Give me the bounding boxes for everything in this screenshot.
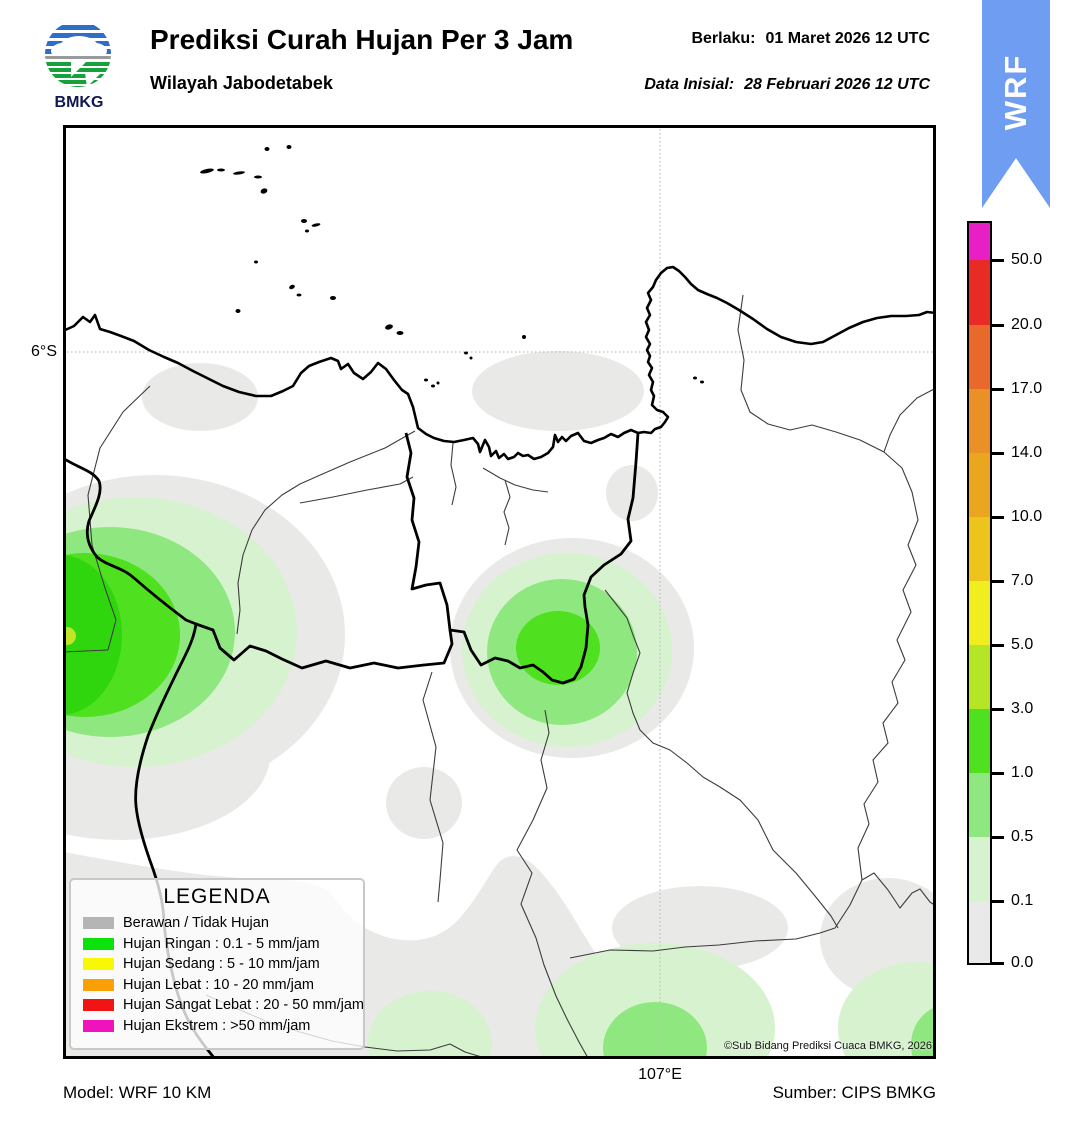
colorbar-segment	[969, 517, 990, 581]
header-dates: Berlaku: 01 Maret 2026 12 UTC Data Inisia…	[370, 30, 930, 94]
colorbar	[967, 221, 992, 965]
colorbar-tick	[991, 771, 1004, 775]
colorbar-segment	[969, 260, 990, 325]
init-time-value: 28 Februari 2026 12 UTC	[744, 76, 930, 93]
legend-color-swatch	[83, 958, 114, 971]
colorbar-tick-label: 10.0	[1011, 508, 1043, 525]
legend-row: Hujan Ringan : 0.1 - 5 mm/jam	[71, 934, 363, 955]
legend-item-label: Hujan Lebat : 10 - 20 mm/jam	[123, 976, 315, 993]
wrf-ribbon: WRF	[982, 0, 1050, 208]
colorbar-segment	[969, 453, 990, 517]
legend-color-swatch	[83, 978, 114, 991]
colorbar-tick-label: 3.0	[1011, 700, 1034, 717]
colorbar-tick-label: 20.0	[1011, 316, 1043, 333]
colorbar-segment	[969, 709, 990, 773]
colorbar-tick	[991, 387, 1004, 391]
colorbar-segment	[969, 645, 990, 709]
copyright-text: ©Sub Bidang Prediksi Cuaca BMKG, 2026	[723, 1040, 932, 1052]
colorbar-tick-label: 5.0	[1011, 636, 1034, 653]
legend-color-swatch	[83, 937, 114, 950]
legend-item-label: Hujan Ringan : 0.1 - 5 mm/jam	[123, 935, 320, 952]
colorbar-tick-label: 14.0	[1011, 444, 1043, 461]
colorbar-tick	[991, 258, 1004, 262]
colorbar-segment	[969, 773, 990, 837]
bmkg-logo: BMKG	[45, 21, 111, 109]
legend-rows: Berawan / Tidak Hujan Hujan Ringan : 0.1…	[71, 913, 364, 1037]
init-time-label: Data Inisial:	[644, 76, 735, 93]
latitude-label: 6°S	[31, 343, 57, 360]
map-frame	[63, 125, 936, 1059]
rain-contour-chartreuse-dot	[63, 627, 76, 645]
colorbar-segment	[969, 901, 990, 963]
legend-row: Hujan Lebat : 10 - 20 mm/jam	[71, 975, 363, 996]
legend-row: Berawan / Tidak Hujan	[71, 913, 363, 934]
longitude-label: 107°E	[638, 1066, 682, 1083]
legend-item-label: Hujan Sedang : 5 - 10 mm/jam	[123, 956, 320, 973]
legend-box: LEGENDA Berawan / Tidak Hujan Hujan Ring…	[69, 878, 365, 1050]
bmkg-logo-text: BMKG	[55, 94, 104, 109]
colorbar-segment	[969, 389, 990, 453]
colorbar-segment	[969, 581, 990, 645]
legend-item-label: Hujan Sangat Lebat : 20 - 50 mm/jam	[123, 997, 364, 1014]
colorbar-tick	[991, 835, 1004, 839]
legend-color-swatch	[83, 1019, 114, 1032]
valid-time-label: Berlaku:	[691, 30, 756, 47]
legend-item-label: Hujan Ekstrem : >50 mm/jam	[123, 1017, 311, 1034]
page-title: Prediksi Curah Hujan Per 3 Jam	[150, 24, 574, 55]
colorbar-tick-label: 7.0	[1011, 572, 1034, 589]
model-label: Model: WRF 10 KM	[63, 1083, 212, 1102]
legend-row: Hujan Ekstrem : >50 mm/jam	[71, 1016, 363, 1037]
colorbar-tick-label: 0.5	[1011, 828, 1034, 845]
graticule	[63, 125, 936, 1059]
coastline	[63, 265, 936, 461]
colorbar-tick-label: 0.0	[1011, 954, 1034, 971]
colorbar-tick	[991, 899, 1004, 903]
colorbar-tick	[991, 707, 1004, 711]
page-subtitle: Wilayah Jabodetabek	[150, 73, 333, 93]
valid-time-line: Berlaku: 01 Maret 2026 12 UTC	[370, 30, 930, 48]
init-time-line: Data Inisial: 28 Februari 2026 12 UTC	[370, 76, 930, 94]
colorbar-tick	[991, 323, 1004, 327]
colorbar-tick-label: 17.0	[1011, 380, 1043, 397]
colorbar-segment	[969, 223, 990, 260]
legend-row: Hujan Sedang : 5 - 10 mm/jam	[71, 954, 363, 975]
colorbar-tick-label: 0.1	[1011, 892, 1034, 909]
source-label: Sumber: CIPS BMKG	[772, 1083, 936, 1102]
islands	[200, 145, 704, 388]
colorbar-tick	[991, 451, 1004, 455]
legend-color-swatch	[83, 917, 114, 930]
wrf-ribbon-text: WRF	[998, 53, 1033, 130]
colorbar-tick	[991, 579, 1004, 583]
legend-color-swatch	[83, 999, 114, 1012]
colorbar-segment	[969, 325, 990, 389]
valid-time-value: 01 Maret 2026 12 UTC	[765, 30, 930, 47]
colorbar-tick	[991, 515, 1004, 519]
legend-title: LEGENDA	[163, 885, 271, 908]
colorbar-tick-label: 1.0	[1011, 764, 1034, 781]
colorbar-tick-label: 50.0	[1011, 251, 1043, 268]
colorbar-tick	[991, 643, 1004, 647]
legend-item-label: Berawan / Tidak Hujan	[123, 915, 269, 932]
colorbar-tick	[991, 961, 1004, 965]
legend-row: Hujan Sangat Lebat : 20 - 50 mm/jam	[71, 995, 364, 1016]
colorbar-segment	[969, 837, 990, 901]
